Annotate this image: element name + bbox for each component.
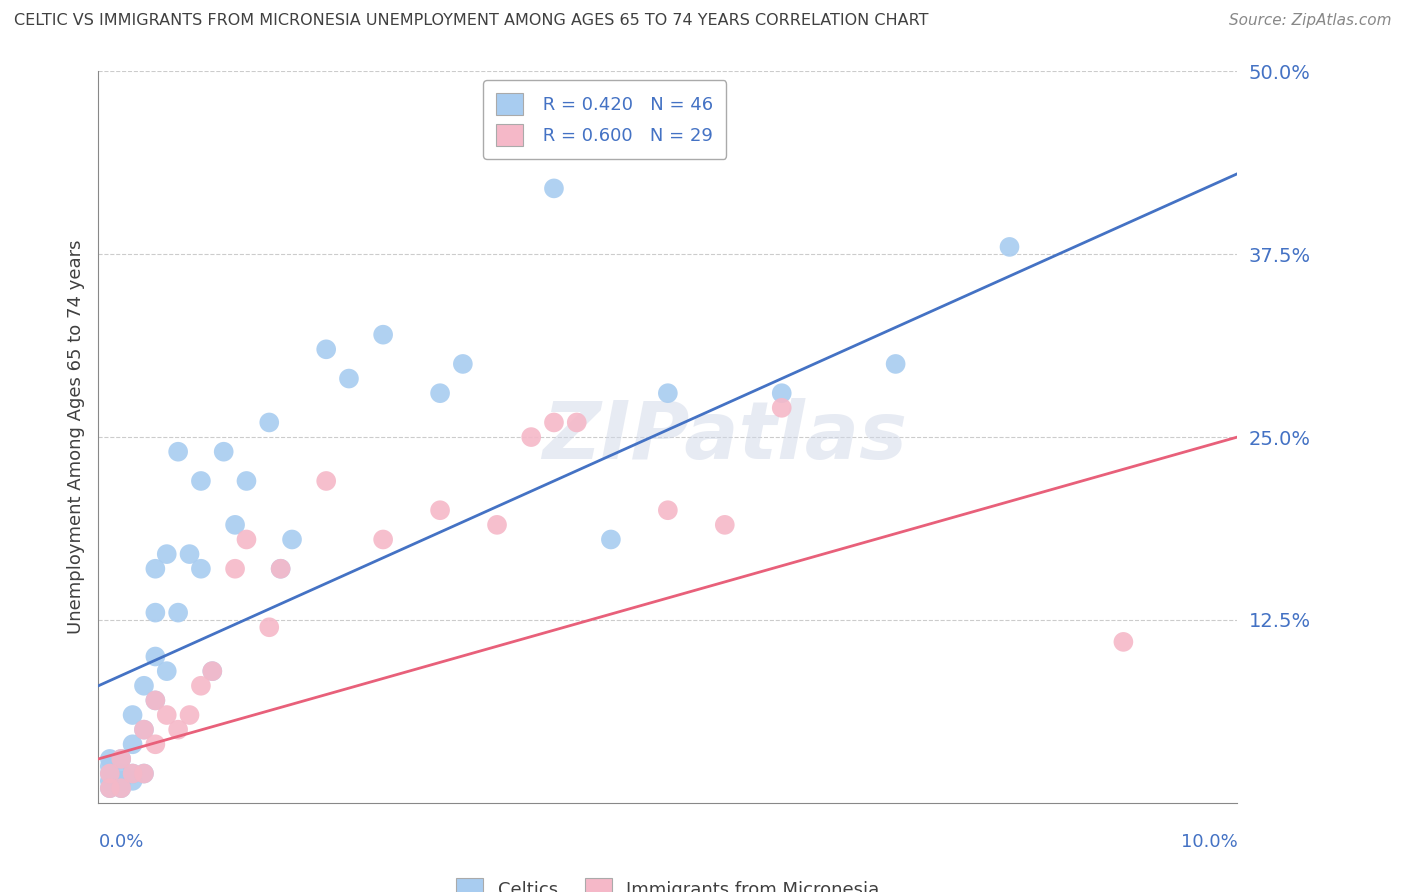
Legend: Celtics, Immigrants from Micronesia: Celtics, Immigrants from Micronesia: [449, 871, 887, 892]
Point: [121, 737, 143, 751]
Point: [429, 386, 451, 401]
Point: [259, 620, 281, 634]
Point: [132, 679, 155, 693]
Point: [373, 533, 395, 547]
Point: [145, 606, 167, 620]
Point: [224, 562, 246, 576]
Point: [212, 444, 235, 458]
Point: [190, 562, 212, 576]
Point: [270, 562, 292, 576]
Point: [98, 781, 121, 796]
Point: [110, 773, 132, 788]
Point: [145, 649, 167, 664]
Point: [543, 416, 565, 430]
Point: [145, 693, 167, 707]
Point: [145, 693, 167, 707]
Point: [98, 766, 121, 780]
Point: [270, 562, 292, 576]
Point: [998, 240, 1021, 254]
Point: [770, 401, 793, 415]
Point: [201, 664, 224, 678]
Point: [121, 773, 143, 788]
Point: [201, 664, 224, 678]
Point: [486, 137, 509, 152]
Point: [235, 533, 257, 547]
Text: Source: ZipAtlas.com: Source: ZipAtlas.com: [1229, 13, 1392, 29]
Point: [156, 547, 179, 561]
Point: [156, 708, 179, 723]
Point: [167, 723, 190, 737]
Point: [770, 386, 793, 401]
Point: [132, 723, 155, 737]
Point: [190, 474, 212, 488]
Point: [98, 773, 121, 788]
Point: [110, 752, 132, 766]
Point: [145, 562, 167, 576]
Point: [429, 503, 451, 517]
Point: [167, 606, 190, 620]
Point: [657, 386, 679, 401]
Point: [121, 766, 143, 780]
Point: [543, 181, 565, 195]
Point: [451, 357, 474, 371]
Point: [337, 371, 360, 385]
Point: [657, 503, 679, 517]
Text: 10.0%: 10.0%: [1181, 833, 1237, 851]
Point: [315, 474, 337, 488]
Point: [110, 781, 132, 796]
Point: [600, 533, 623, 547]
Point: [132, 723, 155, 737]
Point: [520, 430, 543, 444]
Y-axis label: Unemployment Among Ages 65 to 74 years: Unemployment Among Ages 65 to 74 years: [66, 240, 84, 634]
Point: [486, 517, 509, 532]
Point: [224, 517, 246, 532]
Point: [110, 781, 132, 796]
Point: [179, 708, 201, 723]
Point: [235, 474, 257, 488]
Point: [110, 766, 132, 780]
Point: [121, 766, 143, 780]
Point: [714, 517, 737, 532]
Point: [132, 766, 155, 780]
Point: [1112, 635, 1135, 649]
Point: [132, 766, 155, 780]
Point: [98, 759, 121, 773]
Point: [156, 664, 179, 678]
Text: CELTIC VS IMMIGRANTS FROM MICRONESIA UNEMPLOYMENT AMONG AGES 65 TO 74 YEARS CORR: CELTIC VS IMMIGRANTS FROM MICRONESIA UNE…: [14, 13, 928, 29]
Point: [98, 781, 121, 796]
Point: [98, 752, 121, 766]
Point: [315, 343, 337, 357]
Text: ZIPatlas: ZIPatlas: [543, 398, 907, 476]
Point: [167, 444, 190, 458]
Point: [121, 708, 143, 723]
Point: [884, 357, 907, 371]
Text: 0.0%: 0.0%: [98, 833, 143, 851]
Point: [110, 752, 132, 766]
Point: [145, 737, 167, 751]
Point: [565, 416, 588, 430]
Point: [98, 766, 121, 780]
Point: [190, 679, 212, 693]
Point: [281, 533, 304, 547]
Point: [179, 547, 201, 561]
Point: [373, 327, 395, 342]
Point: [259, 416, 281, 430]
